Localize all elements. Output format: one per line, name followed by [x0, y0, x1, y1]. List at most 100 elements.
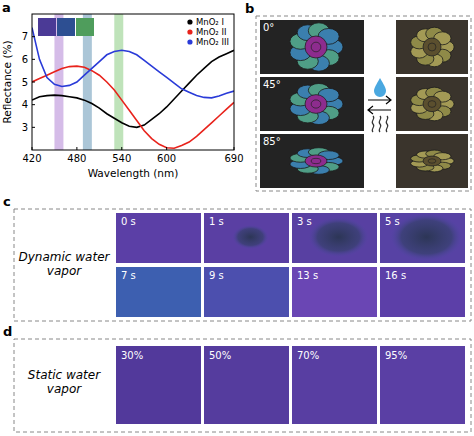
photo-frame	[380, 267, 465, 317]
arrow-right	[368, 96, 391, 104]
angle-label: 85°	[263, 136, 281, 147]
vapor-spot	[309, 217, 369, 257]
x-tick-label: 480	[67, 153, 86, 164]
y-tick-label: 6	[22, 54, 28, 65]
y-tick	[32, 36, 35, 37]
photo-frame	[292, 346, 377, 424]
frame-label: 13 s	[297, 270, 318, 281]
y-tick	[32, 59, 35, 60]
photo-b: 0°45°85°	[260, 20, 468, 188]
x-tick	[166, 147, 167, 150]
photo-frame	[204, 346, 289, 424]
rose-swirl	[311, 158, 321, 163]
heat-icon	[372, 116, 374, 132]
water-drop-icon	[374, 78, 386, 97]
rose-swirl	[428, 159, 436, 163]
figure: a42048054060069034567Wavelength (nm)Refl…	[0, 0, 474, 436]
photo-frame	[380, 346, 465, 424]
x-tick	[234, 147, 235, 150]
rose-center	[423, 156, 441, 166]
rose-swirl	[311, 100, 321, 108]
inset-swatch	[76, 18, 94, 36]
panel-letter: b	[245, 1, 254, 16]
y-tick-label: 3	[22, 122, 28, 133]
rose-swirl	[428, 43, 436, 51]
vapor-spot	[391, 213, 463, 261]
photo-frame	[292, 213, 377, 263]
y-tick-label: 4	[22, 99, 28, 110]
y-tick-label: 5	[22, 77, 28, 88]
frame-label: 3 s	[297, 216, 312, 227]
photo-frame	[116, 267, 201, 317]
frame-label: 1 s	[209, 216, 224, 227]
frame-label: 16 s	[385, 270, 406, 281]
frame-label: 95%	[385, 350, 407, 361]
inset-swatch	[57, 18, 75, 36]
x-tick	[32, 147, 33, 150]
title-line: vapor	[47, 382, 82, 396]
x-tick	[121, 147, 122, 150]
arrow-left	[368, 106, 391, 114]
frame-label: 50%	[209, 350, 231, 361]
photo-right	[396, 77, 468, 131]
heat-icon	[379, 116, 381, 132]
x-axis-title: Wavelength (nm)	[88, 167, 179, 179]
y-tick	[32, 104, 35, 105]
photo-frame	[116, 213, 201, 263]
panel-title: Static watervapor	[28, 368, 101, 396]
y-tick	[32, 127, 35, 128]
photo-frame	[380, 213, 465, 263]
legend: MnO₂ IMnO₂ IIMnO₂ III	[187, 17, 229, 47]
band	[114, 14, 123, 150]
x-tick-label: 690	[224, 153, 243, 164]
panel-letter: a	[2, 0, 11, 15]
legend-marker	[187, 29, 192, 34]
y-axis-title: Reflectance (%)	[1, 40, 13, 123]
series-line	[32, 66, 234, 148]
y-tick-label: 7	[22, 31, 28, 42]
inset-swatch	[38, 18, 56, 36]
title-line: Dynamic water	[19, 250, 111, 264]
photo-frame	[204, 213, 289, 263]
title-line: Static water	[28, 368, 101, 382]
rose-center	[305, 95, 327, 114]
photo-frame	[116, 346, 201, 424]
photo-frame	[292, 267, 377, 317]
photo-left	[260, 134, 364, 188]
legend-marker	[187, 39, 192, 44]
rose-center	[305, 36, 327, 58]
panel-letter: d	[3, 324, 12, 339]
panel-letter: c	[3, 194, 11, 209]
plot-frame	[32, 14, 234, 150]
x-tick	[76, 147, 77, 150]
photo-left	[260, 77, 364, 131]
panel-frame	[14, 209, 471, 321]
frame-label: 30%	[121, 350, 143, 361]
legend-marker	[187, 19, 192, 24]
panel-frame	[14, 339, 471, 432]
rose-center	[305, 155, 327, 167]
legend-label: MnO₂ III	[196, 37, 229, 47]
plot-area	[32, 14, 234, 150]
y-tick	[32, 82, 35, 83]
series-line	[32, 28, 234, 98]
frame-label: 5 s	[385, 216, 400, 227]
photo-right	[396, 20, 468, 74]
rose-swirl	[311, 42, 321, 52]
angle-label: 45°	[263, 79, 281, 90]
frame-label: 0 s	[121, 216, 136, 227]
photo-left	[260, 20, 364, 74]
title-line: vapor	[47, 264, 82, 278]
photo-right	[396, 134, 468, 188]
heat-icon	[386, 116, 388, 132]
panel-title: Dynamic watervapor	[19, 250, 111, 278]
photo-frame	[204, 267, 289, 317]
vapor-spot	[233, 225, 269, 249]
legend-label: MnO₂ I	[196, 17, 224, 27]
x-tick-label: 540	[112, 153, 131, 164]
x-tick-label: 420	[22, 153, 41, 164]
legend-label: MnO₂ II	[196, 27, 227, 37]
rose-center	[423, 38, 441, 56]
frame-label: 9 s	[209, 270, 224, 281]
rose-center	[423, 96, 441, 111]
